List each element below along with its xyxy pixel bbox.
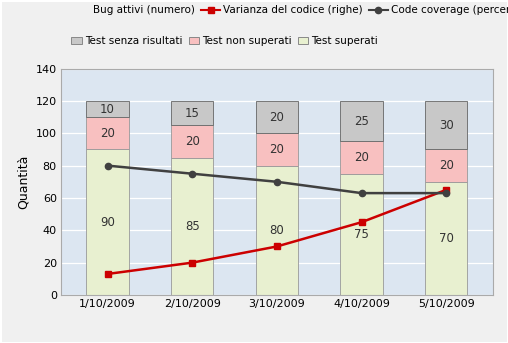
Text: 15: 15 bbox=[185, 107, 200, 120]
Text: 20: 20 bbox=[185, 135, 200, 148]
Bar bbox=[86, 101, 129, 117]
Legend: Test senza risultati, Test non superati, Test superati: Test senza risultati, Test non superati,… bbox=[71, 36, 378, 46]
Text: 70: 70 bbox=[439, 232, 454, 245]
Text: 20: 20 bbox=[354, 151, 369, 164]
Bar bbox=[86, 117, 129, 150]
Bar bbox=[256, 101, 298, 133]
Bar bbox=[340, 141, 383, 174]
Bar bbox=[425, 182, 467, 295]
Bar bbox=[425, 150, 467, 182]
Bar bbox=[171, 101, 213, 125]
Bar bbox=[340, 174, 383, 295]
Text: 20: 20 bbox=[269, 143, 284, 156]
Bar bbox=[340, 101, 383, 141]
Text: 80: 80 bbox=[269, 224, 284, 237]
Text: 20: 20 bbox=[269, 110, 284, 123]
Text: 90: 90 bbox=[100, 216, 115, 229]
Text: 20: 20 bbox=[100, 127, 115, 140]
Bar bbox=[171, 157, 213, 295]
Text: 85: 85 bbox=[185, 220, 200, 233]
Bar bbox=[171, 125, 213, 157]
Bar bbox=[86, 150, 129, 295]
Bar bbox=[425, 101, 467, 150]
Text: 10: 10 bbox=[100, 103, 115, 116]
Text: 20: 20 bbox=[439, 159, 454, 172]
Legend: Bug attivi (numero), Varianza del codice (righe), Code coverage (percentuale): Bug attivi (numero), Varianza del codice… bbox=[71, 5, 508, 15]
Text: 30: 30 bbox=[439, 119, 454, 132]
Y-axis label: Quantità: Quantità bbox=[17, 155, 30, 209]
Bar bbox=[256, 133, 298, 166]
Text: 75: 75 bbox=[354, 228, 369, 241]
Text: 25: 25 bbox=[354, 115, 369, 128]
Bar bbox=[256, 166, 298, 295]
